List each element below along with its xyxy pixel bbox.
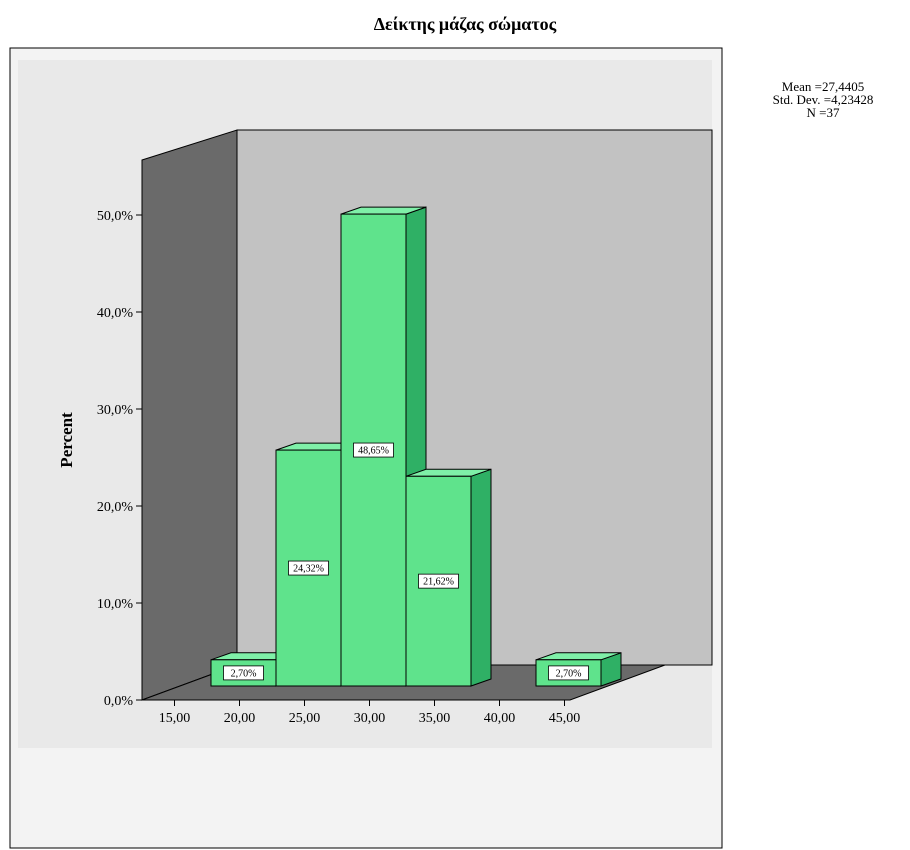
chart-title: Δείκτης μάζας σώματος	[373, 14, 557, 34]
y-tick-label: 30,0%	[97, 403, 134, 418]
y-axis-ticks: 0,0% 10,0% 20,0% 30,0% 40,0% 50,0%	[97, 209, 142, 709]
data-label-box	[288, 560, 329, 576]
y-tick-label: 0,0%	[104, 694, 134, 709]
x-tick-label: 40,00	[484, 711, 516, 726]
bar-side-face	[470, 468, 492, 687]
x-tick-label: 30,00	[354, 711, 386, 726]
x-axis-ticks: 15,00 20,00 25,00 30,00 35,00 40,00 45,00	[159, 700, 581, 726]
stats-mean: Mean =27,4405	[781, 79, 865, 94]
y-tick-label: 10,0%	[97, 597, 134, 612]
data-label: 2,70%	[231, 668, 257, 679]
left-wall	[141, 129, 238, 701]
data-label: 2,70%	[556, 668, 582, 679]
data-label: 21,62%	[423, 577, 454, 588]
stats-box: Mean =27,4405 Std. Dev. =4,23428 N =37	[748, 80, 898, 119]
y-tick-label: 50,0%	[97, 209, 134, 224]
data-label: 48,65%	[358, 446, 389, 457]
data-label-box	[418, 573, 459, 589]
x-tick-label: 25,00	[289, 711, 321, 726]
y-tick-label: 40,0%	[97, 306, 134, 321]
x-tick-label: 45,00	[549, 711, 581, 726]
x-tick-label: 35,00	[419, 711, 451, 726]
histogram-bars: 2,70% 24,32% 48,65% 21,62% 2,70%	[210, 206, 622, 687]
y-axis-title: Percent	[57, 412, 76, 468]
data-label-box	[223, 665, 264, 681]
stats-n: N =37	[806, 105, 840, 120]
histogram-bar: 21,62%	[405, 468, 492, 687]
histogram-bar: 2,70%	[535, 652, 622, 687]
data-label-box	[353, 442, 394, 458]
stats-std-dev: Std. Dev. =4,23428	[772, 92, 874, 107]
x-tick-label: 20,00	[224, 711, 256, 726]
data-label-box	[548, 665, 589, 681]
x-tick-label: 15,00	[159, 711, 191, 726]
y-tick-label: 20,0%	[97, 500, 134, 515]
data-label: 24,32%	[293, 564, 324, 575]
